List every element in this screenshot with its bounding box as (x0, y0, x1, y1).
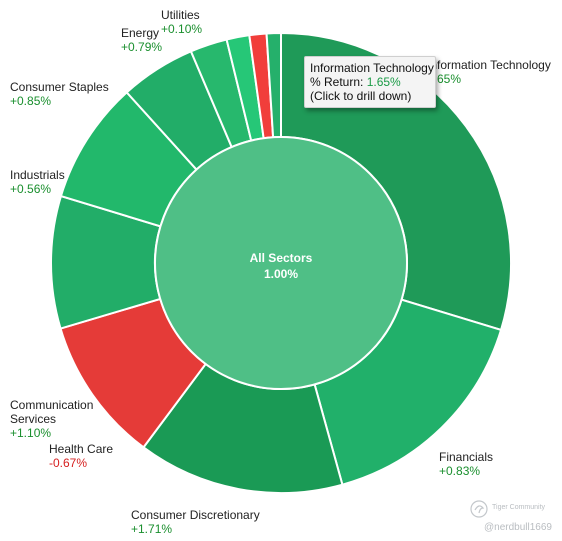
chart-tooltip: Information Technology % Return: 1.65% (… (304, 56, 436, 108)
value-utilities: +0.10% (161, 22, 202, 36)
label-financials: Financials (439, 450, 493, 464)
watermark-user: @nerdbull1669 (484, 522, 552, 533)
label-consumer-staples: Consumer Staples (10, 80, 109, 94)
tooltip-title: Information Technology (310, 61, 434, 75)
value-industrials: +0.56% (10, 182, 51, 196)
label-information-technology: Information Technology (427, 58, 551, 72)
label-industrials: Industrials (10, 168, 65, 182)
tooltip-hint: (Click to drill down) (310, 89, 412, 103)
center-label: All Sectors (250, 251, 313, 265)
watermark-brand: Tiger Community (492, 504, 546, 511)
tooltip-return-value: 1.65% (366, 75, 401, 89)
label-communication-services-line2: Services (10, 412, 56, 426)
label-health-care: Health Care (49, 442, 113, 456)
center-circle[interactable] (154, 136, 408, 390)
label-utilities: Utilities (161, 8, 200, 22)
value-health-care: -0.67% (49, 456, 87, 470)
tooltip-return-row: % Return: 1.65% (310, 75, 435, 89)
tiger-logo-icon (470, 500, 488, 518)
label-energy: Energy (121, 26, 159, 40)
label-consumer-discretionary: Consumer Discretionary (131, 508, 260, 522)
value-financials: +0.83% (439, 464, 480, 478)
label-communication-services-line1: Communication (10, 398, 93, 412)
watermark: Tiger Community @nerdbull1669 (470, 500, 560, 536)
value-consumer-staples: +0.85% (10, 94, 51, 108)
value-consumer-discretionary: +1.71% (131, 522, 172, 536)
center-value: 1.00% (264, 267, 298, 281)
label-communication-services: Communication Services (10, 398, 97, 426)
value-communication-services: +1.10% (10, 426, 51, 440)
value-energy: +0.79% (121, 40, 162, 54)
tooltip-return-label: % Return: (310, 75, 364, 89)
